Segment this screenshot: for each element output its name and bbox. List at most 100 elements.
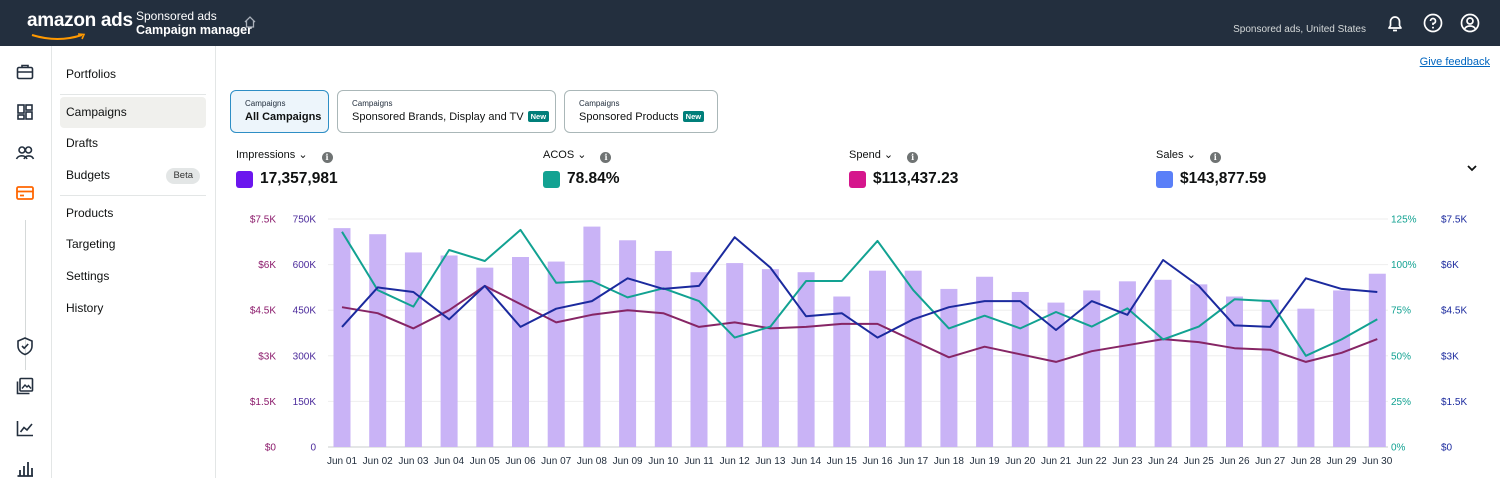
axis-tick-label: 450K xyxy=(293,306,317,317)
metric-acos: ACOS ⌄ i 78.84% xyxy=(543,147,620,189)
impressions-bar xyxy=(1297,308,1315,447)
impressions-bar xyxy=(333,228,351,447)
tab-all-campaigns[interactable]: Campaigns All Campaigns xyxy=(230,90,329,133)
metric-color-swatch[interactable] xyxy=(543,170,560,188)
card-icon[interactable] xyxy=(15,183,35,203)
axis-tick-label: $3K xyxy=(258,351,276,362)
new-badge: New xyxy=(527,111,550,122)
impressions-bar xyxy=(1154,279,1172,447)
briefcase-icon[interactable] xyxy=(15,62,35,82)
impressions-bar xyxy=(797,272,815,447)
info-icon[interactable]: i xyxy=(907,152,919,163)
impressions-bar xyxy=(833,296,851,447)
metric-color-swatch[interactable] xyxy=(236,170,253,188)
help-icon[interactable] xyxy=(1422,12,1444,34)
sidebar-divider xyxy=(60,195,206,196)
shield-icon[interactable] xyxy=(15,336,35,356)
dashboard-icon[interactable] xyxy=(15,102,35,122)
axis-tick-label: 0 xyxy=(310,443,316,454)
tab-title: Sponsored Products xyxy=(579,111,679,123)
impressions-bar xyxy=(619,240,637,447)
metric-selector[interactable]: Sales ⌄ xyxy=(1156,149,1196,161)
x-tick-label: Jun 17 xyxy=(898,456,928,467)
metric-impressions: Impressions ⌄ i 17,357,981 xyxy=(236,147,338,189)
logo-smile-icon xyxy=(31,33,86,40)
impressions-bar xyxy=(583,226,601,447)
metric-value: $143,877.59 xyxy=(1180,170,1267,187)
info-icon[interactable]: i xyxy=(1209,152,1221,163)
impressions-bar xyxy=(904,270,922,447)
sidebar-item-label: Settings xyxy=(66,269,110,283)
account-selector[interactable]: Sponsored ads, United States xyxy=(1233,24,1366,35)
breadcrumb-page[interactable]: Campaign manager xyxy=(136,23,253,37)
metric-label: Impressions xyxy=(236,149,296,161)
axis-tick-label: 100% xyxy=(1391,260,1417,271)
sidebar-item-history[interactable]: History xyxy=(60,293,206,324)
performance-chart: $0 $1.5K $3K $4.5K $6K $7.5K 0 150K 300K 450K 600K… xyxy=(250,215,1468,468)
sidebar-item-settings[interactable]: Settings xyxy=(60,261,206,292)
campaign-sidebar: Portfolios Campaigns Drafts Budgets Beta … xyxy=(52,46,216,478)
axis-tick-label: 25% xyxy=(1391,397,1411,408)
impressions-bar xyxy=(1261,299,1279,447)
tab-sponsored-products[interactable]: Campaigns Sponsored Products New xyxy=(564,90,718,133)
trend-icon[interactable] xyxy=(15,418,35,438)
info-icon[interactable]: i xyxy=(321,152,333,163)
impressions-bar xyxy=(369,234,387,447)
spend-line xyxy=(341,284,1378,363)
metric-label: Spend xyxy=(849,149,881,161)
sidebar-item-products[interactable]: Products xyxy=(60,198,206,229)
impressions-bar xyxy=(440,255,458,447)
x-tick-label: Jun 22 xyxy=(1077,456,1107,467)
axis-tick-label: $6K xyxy=(1441,260,1459,271)
x-tick-label: Jun 29 xyxy=(1327,456,1357,467)
sidebar-item-label: Campaigns xyxy=(66,105,127,119)
x-tick-label: Jun 04 xyxy=(434,456,464,467)
audience-icon[interactable] xyxy=(15,143,35,163)
sidebar-item-campaigns[interactable]: Campaigns xyxy=(60,97,206,128)
home-icon[interactable] xyxy=(243,15,257,29)
x-tick-label: Jun 08 xyxy=(577,456,607,467)
breadcrumb-product[interactable]: Sponsored ads xyxy=(136,9,217,23)
impressions-bar xyxy=(1190,284,1208,447)
x-tick-label: Jun 15 xyxy=(827,456,857,467)
sidebar-item-drafts[interactable]: Drafts xyxy=(60,128,206,159)
metric-sales: Sales ⌄ i $143,877.59 xyxy=(1156,147,1266,189)
axis-tick-label: $0 xyxy=(265,443,277,454)
x-tick-label: Jun 03 xyxy=(398,456,428,467)
bar-chart-icon[interactable] xyxy=(15,458,35,478)
metric-color-swatch[interactable] xyxy=(849,170,866,188)
chevron-down-icon: ⌄ xyxy=(577,149,587,161)
x-tick-label: Jun 28 xyxy=(1291,456,1321,467)
chevron-down-icon: ⌄ xyxy=(1186,149,1196,161)
tab-sponsored-brands-display-tv[interactable]: Campaigns Sponsored Brands, Display and … xyxy=(337,90,556,133)
x-tick-label: Jun 19 xyxy=(970,456,1000,467)
impressions-bar xyxy=(1368,273,1386,447)
metric-selector[interactable]: Impressions ⌄ xyxy=(236,149,308,161)
metric-selector[interactable]: ACOS ⌄ xyxy=(543,149,586,161)
bell-icon[interactable] xyxy=(1384,12,1406,34)
account-icon[interactable] xyxy=(1459,12,1481,34)
amazon-ads-logo[interactable]: amazon ads xyxy=(27,10,133,31)
sidebar-item-budgets[interactable]: Budgets Beta xyxy=(60,160,206,191)
media-icon[interactable] xyxy=(15,376,35,396)
expand-chevron-icon[interactable] xyxy=(1466,163,1478,173)
tab-title: Sponsored Brands, Display and TV xyxy=(352,111,524,123)
sidebar-item-portfolios[interactable]: Portfolios xyxy=(60,59,206,90)
sidebar-item-label: Targeting xyxy=(66,237,116,251)
info-icon[interactable]: i xyxy=(600,152,612,163)
give-feedback-link[interactable]: Give feedback xyxy=(1419,56,1490,68)
metric-selector[interactable]: Spend ⌄ xyxy=(849,149,893,161)
tab-title: All Campaigns xyxy=(245,111,322,123)
sidebar-item-targeting[interactable]: Targeting xyxy=(60,229,206,260)
metric-color-swatch[interactable] xyxy=(1156,170,1173,188)
axis-tick-label: $3K xyxy=(1441,351,1459,362)
icon-rail xyxy=(0,46,52,478)
impressions-bar xyxy=(1118,281,1136,447)
impressions-bar xyxy=(1047,302,1065,447)
x-tick-label: Jun 30 xyxy=(1362,456,1392,467)
metric-value: 78.84% xyxy=(567,170,620,187)
rail-divider xyxy=(25,220,26,370)
acos-line xyxy=(341,228,1378,357)
axis-tick-label: $0 xyxy=(1441,443,1453,454)
impressions-bar xyxy=(512,257,529,447)
